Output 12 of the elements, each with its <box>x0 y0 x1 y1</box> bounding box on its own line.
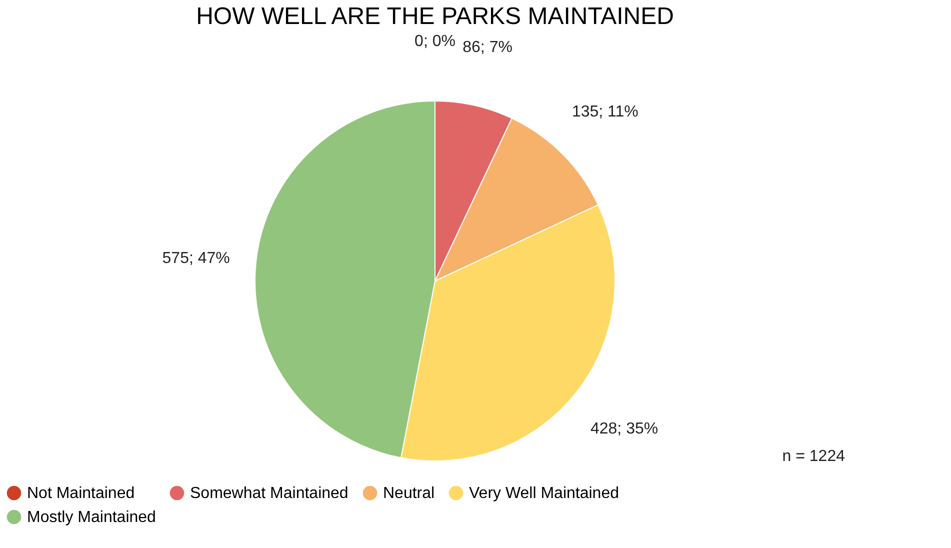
text: 0; 0% <box>414 33 456 50</box>
data-label: 428; 35% <box>590 420 658 438</box>
legend-label: Somewhat Maintained <box>190 485 348 502</box>
data-label: 135; 11% <box>572 104 638 121</box>
legend-label: Very Well Maintained <box>469 485 619 502</box>
chart-title: HOW WELL ARE THE PARKS MAINTAINED <box>196 3 674 30</box>
data-label: 575; 47% <box>162 250 230 268</box>
legend-label: Mostly Maintained <box>27 509 156 526</box>
text: n = 1224 <box>782 448 846 465</box>
legend-label: Not Maintained <box>27 485 135 502</box>
data-label: 86; 7% <box>462 38 512 56</box>
legend-label: Neutral <box>383 485 435 502</box>
